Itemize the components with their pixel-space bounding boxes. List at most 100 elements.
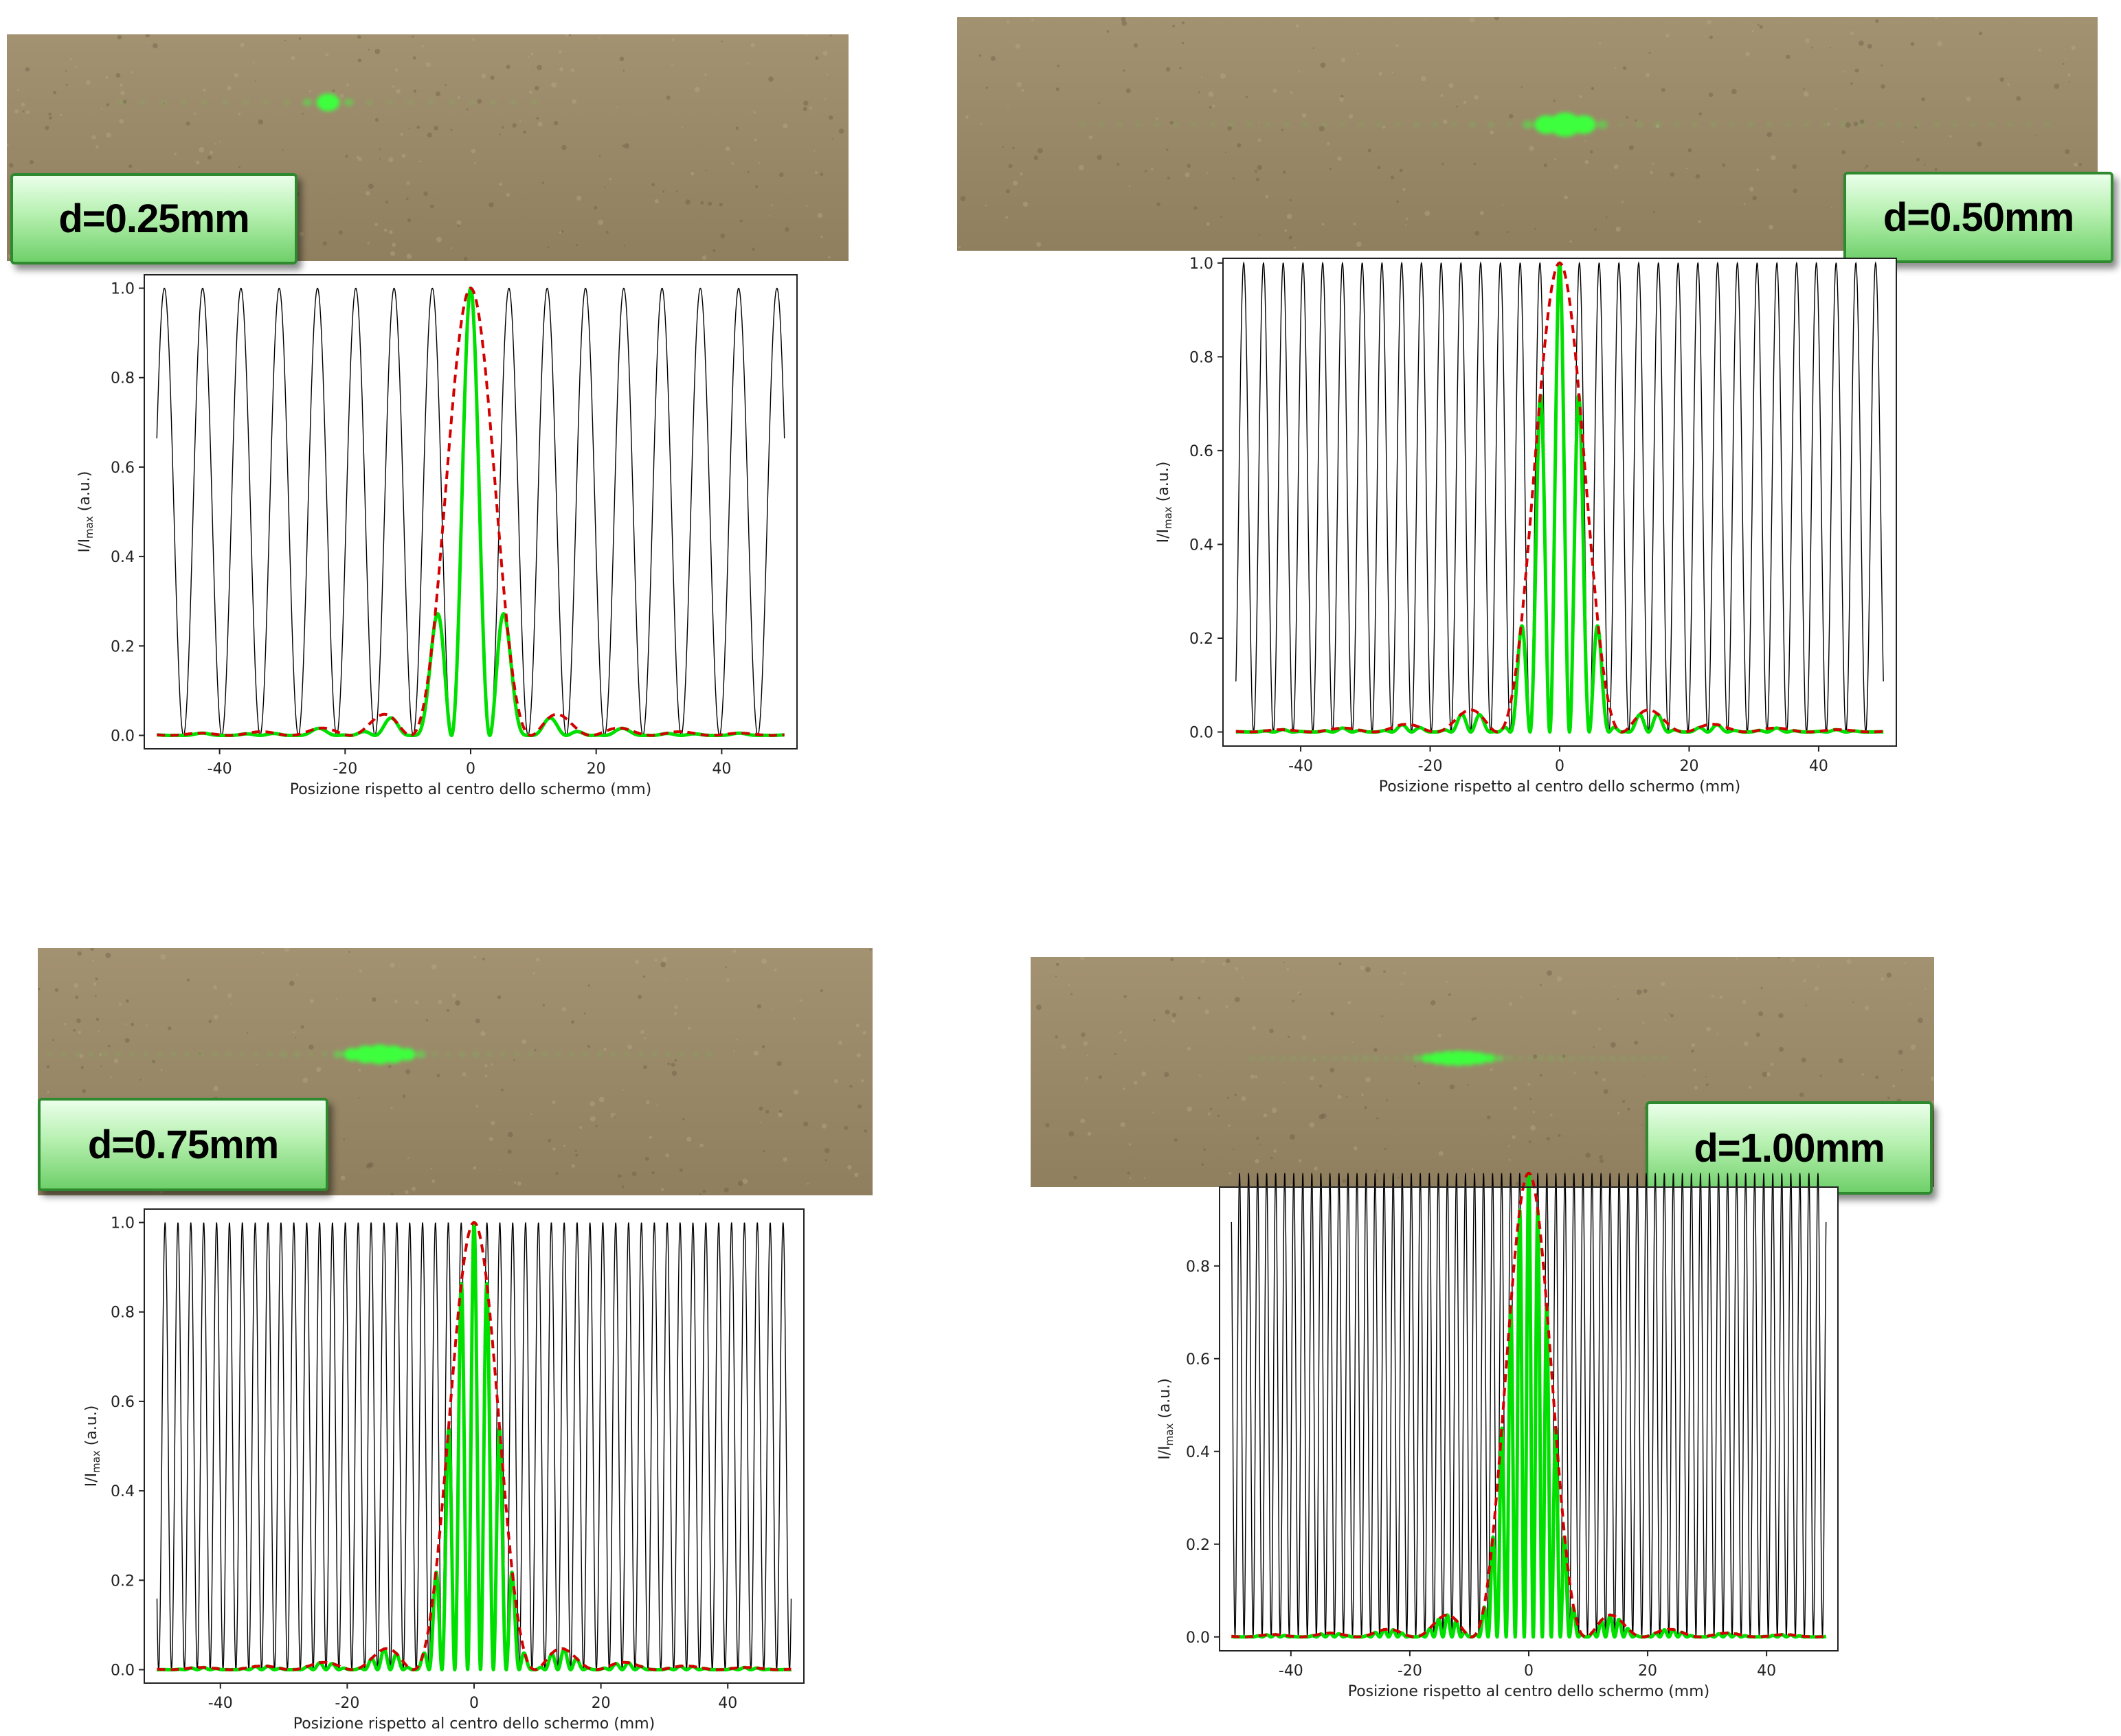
wall-speckle <box>1553 100 1556 102</box>
wall-speckle <box>643 1065 647 1070</box>
wall-speckle <box>771 1008 773 1011</box>
wall-speckle <box>726 978 730 982</box>
wall-speckle <box>1055 1035 1058 1039</box>
wall-speckle <box>735 126 739 130</box>
wall-speckle <box>2016 96 2021 101</box>
wall-speckle <box>723 1187 729 1193</box>
wall-speckle <box>598 155 601 157</box>
wall-speckle <box>1584 139 1586 142</box>
diffraction-spot <box>1569 1056 1575 1061</box>
wall-speckle <box>590 1101 595 1107</box>
diffraction-spot <box>1803 122 1810 127</box>
wall-speckle <box>295 1037 297 1039</box>
wall-speckle <box>1152 1112 1154 1114</box>
wall-speckle <box>856 1053 861 1058</box>
wall-speckle <box>1129 1177 1132 1180</box>
diffraction-spot <box>212 1052 218 1057</box>
wall-speckle <box>1691 1043 1696 1048</box>
wall-speckle <box>1269 1028 1274 1033</box>
wall-speckle <box>308 1044 314 1050</box>
wall-speckle <box>506 65 510 69</box>
wall-speckle <box>1445 980 1448 983</box>
diffraction-spot <box>1283 122 1290 127</box>
wall-speckle <box>502 126 504 129</box>
wall-speckle <box>1864 1005 1870 1011</box>
wall-speckle <box>341 98 343 100</box>
wall-speckle <box>671 64 673 67</box>
wall-speckle <box>1530 1125 1536 1131</box>
wall-speckle <box>1116 163 1120 166</box>
wall-speckle <box>1685 167 1688 170</box>
y-tick-label: 0.8 <box>111 370 135 387</box>
wall-speckle <box>1602 1078 1606 1082</box>
wall-speckle <box>1290 91 1293 94</box>
wall-speckle <box>847 1165 852 1170</box>
diffraction-spot <box>583 1052 589 1057</box>
wall-speckle <box>642 975 646 978</box>
wall-speckle <box>325 53 329 57</box>
wall-speckle <box>100 107 103 110</box>
wall-speckle <box>359 969 363 973</box>
wall-speckle <box>1345 1096 1348 1098</box>
wall-speckle <box>1909 1004 1911 1006</box>
diffraction-spot <box>1571 115 1596 134</box>
wall-speckle <box>621 1185 625 1188</box>
wall-speckle <box>598 1096 605 1103</box>
wall-speckle <box>644 1156 649 1161</box>
wall-speckle <box>434 126 438 131</box>
wall-speckle <box>1854 68 1859 73</box>
wall-speckle <box>1078 165 1084 170</box>
wall-speckle <box>1762 1071 1768 1077</box>
wall-speckle <box>735 1038 738 1041</box>
wall-speckle <box>214 143 216 145</box>
wall-speckle <box>1529 146 1534 151</box>
diffraction-spot <box>266 1052 273 1057</box>
wall-speckle <box>1289 1134 1295 1140</box>
x-tick-label: -40 <box>1279 1662 1303 1680</box>
wall-speckle <box>1910 42 1915 46</box>
wall-speckle <box>394 1000 398 1004</box>
diffraction-spot <box>1914 122 1921 127</box>
wall-speckle <box>699 1193 702 1195</box>
wall-speckle <box>1621 201 1624 203</box>
wall-speckle <box>399 965 401 967</box>
x-tick-label: 20 <box>592 1695 611 1712</box>
wall-speckle <box>1232 177 1235 180</box>
wall-speckle <box>869 948 872 951</box>
diffraction-spot <box>1506 122 1513 127</box>
wall-speckle <box>534 85 539 91</box>
y-tick-label: 0.6 <box>1189 443 1213 460</box>
wall-speckle <box>1490 130 1494 135</box>
wall-speckle <box>1881 977 1885 981</box>
wall-speckle <box>1706 1026 1711 1032</box>
wall-speckle <box>1207 172 1209 174</box>
wall-speckle <box>634 959 640 965</box>
diffraction-spot <box>1395 122 1402 127</box>
wall-speckle <box>95 145 99 149</box>
diffraction-spot <box>1630 1056 1637 1061</box>
wall-speckle <box>1330 1011 1334 1016</box>
diffraction-spot <box>74 1052 80 1057</box>
wall-speckle <box>1288 236 1292 240</box>
wall-speckle <box>1924 987 1927 990</box>
wall-speckle <box>348 951 350 953</box>
wall-speckle <box>1349 114 1354 119</box>
wall-speckle <box>1722 163 1726 167</box>
wall-speckle <box>747 63 750 65</box>
wall-speckle <box>1204 1009 1210 1015</box>
wall-speckle <box>2071 45 2076 51</box>
wall-speckle <box>128 164 133 168</box>
wall-speckle <box>662 956 668 962</box>
wall-speckle <box>1707 20 1712 25</box>
wall-speckle <box>603 1048 607 1051</box>
wall-speckle <box>199 147 205 153</box>
wall-speckle <box>809 106 813 110</box>
wall-speckle <box>7 143 9 147</box>
diffraction-spot <box>1358 122 1365 127</box>
wall-speckle <box>1766 1072 1771 1076</box>
wall-speckle <box>407 218 412 223</box>
diffraction-spot <box>399 1048 416 1061</box>
diffraction-spot <box>1351 1055 1359 1061</box>
wall-speckle <box>484 1074 488 1078</box>
wall-speckle <box>654 958 658 962</box>
